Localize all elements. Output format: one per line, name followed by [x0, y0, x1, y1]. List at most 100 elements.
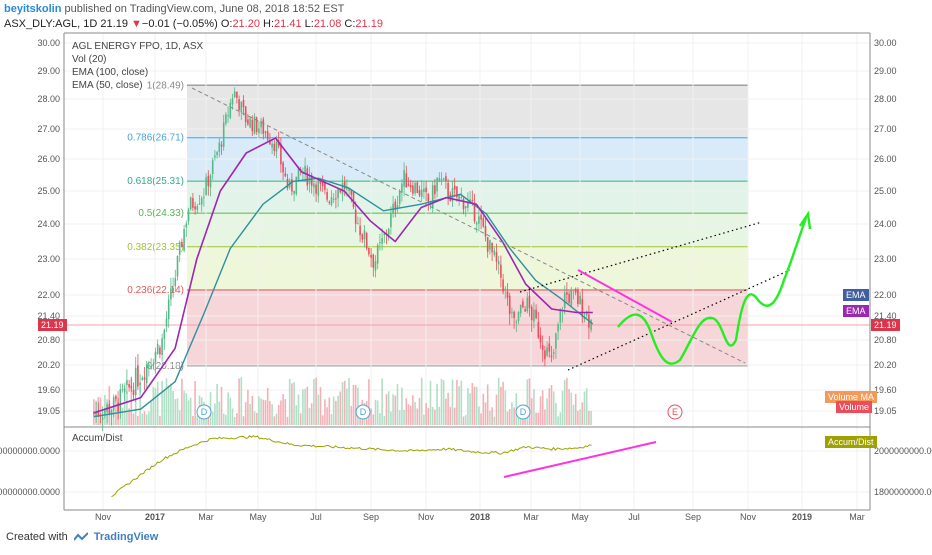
- candle-body: [357, 223, 359, 225]
- dividend-marker-label: D: [201, 407, 208, 417]
- candle-body: [581, 299, 584, 317]
- volume-bar: [387, 391, 390, 425]
- volume-bar: [590, 411, 592, 425]
- volume-bar: [299, 413, 302, 425]
- volume-bar: [491, 407, 493, 425]
- accum-dist-line: [111, 435, 592, 498]
- volume-bar: [493, 416, 496, 425]
- y-tick-left: 19.05: [37, 406, 60, 416]
- candle-body: [464, 206, 467, 208]
- volume-bar: [376, 400, 379, 425]
- dividend-marker-label: D: [360, 407, 367, 417]
- volume-bar: [295, 405, 298, 425]
- volume-bar: [502, 381, 504, 425]
- volume-bar: [480, 413, 482, 425]
- x-tick: Sep: [363, 512, 379, 522]
- candle-body: [528, 295, 531, 308]
- candle-body: [302, 172, 304, 174]
- volume-bar: [434, 409, 436, 425]
- candle-body: [590, 319, 592, 331]
- accum-dist-label[interactable]: Accum/Dist: [72, 433, 123, 444]
- candle-body: [255, 117, 258, 132]
- candle-body: [134, 367, 137, 396]
- x-tick: Nov: [95, 512, 112, 522]
- candle-body: [293, 190, 295, 194]
- candle-body: [469, 199, 471, 202]
- candle-body: [335, 198, 337, 200]
- y-axis-ticks: 30.00 30.00 29.00 29.00 28.00 28.00 27.00 27.00…: [0, 38, 932, 497]
- y-tick-right: 30.00: [874, 38, 897, 48]
- volume-bar: [172, 390, 174, 425]
- tradingview-brand[interactable]: TradingView: [93, 531, 159, 543]
- magenta-resistance-line: [577, 269, 673, 323]
- legend-ema50[interactable]: EMA (50, close): [72, 80, 143, 91]
- publish-line: beyitskolin published on TradingView.com…: [4, 3, 344, 15]
- candle-body: [174, 278, 177, 287]
- high-value: 21.41: [274, 18, 302, 30]
- author-link[interactable]: beyitskolin: [4, 3, 62, 15]
- volume-bar: [156, 381, 159, 425]
- x-tick: Nov: [740, 512, 757, 522]
- legend-vol[interactable]: Vol (20): [72, 54, 107, 65]
- candle-body: [216, 152, 218, 156]
- volume-bar: [231, 408, 234, 425]
- candle-body: [108, 403, 111, 414]
- candle-body: [341, 182, 344, 195]
- x-tick: 2019: [792, 512, 812, 522]
- volume-bar: [163, 390, 166, 425]
- candle-body: [253, 116, 256, 134]
- volume-bar: [473, 386, 476, 425]
- candle-body: [568, 293, 570, 303]
- candle-body: [361, 234, 364, 240]
- y-tick-left: 24.00: [37, 219, 60, 229]
- volume-bar: [123, 382, 126, 425]
- candle-body: [262, 119, 265, 134]
- volume-bar: [539, 396, 542, 425]
- candle-body: [295, 176, 298, 195]
- volume-bar: [233, 416, 236, 425]
- volume-bar: [161, 380, 163, 425]
- volume-bar: [218, 401, 221, 425]
- volume-bar: [506, 411, 509, 425]
- candle-body: [508, 295, 511, 315]
- candle-body: [242, 99, 245, 108]
- candle-body: [339, 189, 342, 193]
- candle-body: [115, 395, 117, 400]
- x-axis-ticks: Nov 2017 Mar May Jul Sep Nov 2018 Mar May Jul Sep No…: [95, 512, 865, 522]
- volume-bar: [297, 394, 300, 425]
- volume-bar: [255, 412, 258, 425]
- fib-band-1: [187, 84, 748, 136]
- volume-bar: [429, 380, 432, 425]
- candle-body: [187, 209, 190, 222]
- fib-band-4: [187, 211, 748, 246]
- candle-body: [515, 321, 518, 323]
- candle-body: [233, 91, 236, 98]
- candle-body: [95, 411, 97, 417]
- candle-body: [132, 389, 135, 395]
- volume-bar: [416, 408, 419, 425]
- candle-body: [145, 364, 148, 384]
- volume-bar: [460, 380, 463, 425]
- candle-body: [374, 261, 377, 271]
- legend-ema100[interactable]: EMA (100, close): [72, 67, 149, 78]
- accum-tick-left: 2000000000.0000: [0, 446, 60, 456]
- volume-bar: [152, 386, 155, 425]
- legend-title[interactable]: AGL ENERGY FPO, 1D, ASX: [72, 41, 204, 52]
- accum-tag: Accum/Dist: [825, 436, 877, 448]
- candle-body: [178, 242, 181, 255]
- volume-bar: [181, 378, 183, 425]
- candle-body: [181, 241, 183, 248]
- volume-bar: [495, 394, 498, 425]
- volume-ma-tag: Volume MA: [825, 391, 878, 403]
- candle-body: [172, 287, 174, 292]
- earnings-marker: [667, 404, 683, 420]
- volume-bar: [273, 416, 276, 425]
- y-tick-left: 19.60: [37, 385, 60, 395]
- volume-bar: [121, 407, 124, 425]
- candle-body: [152, 363, 155, 367]
- candle-body: [475, 222, 478, 225]
- candle-body: [359, 225, 361, 236]
- candle-body: [425, 187, 427, 193]
- candle-body: [126, 380, 128, 386]
